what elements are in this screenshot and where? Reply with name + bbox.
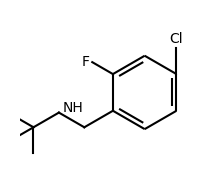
Text: Cl: Cl <box>170 32 183 46</box>
Text: F: F <box>82 55 90 69</box>
Text: NH: NH <box>62 101 83 115</box>
